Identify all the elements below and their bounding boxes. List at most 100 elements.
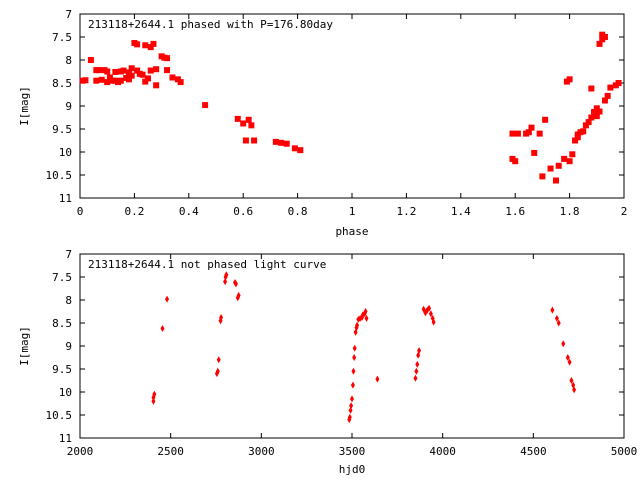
phased-data-point <box>572 137 579 144</box>
unphased-x-tick-label: 3500 <box>339 445 366 458</box>
unphased-y-tick-label: 7 <box>65 248 72 261</box>
unphased-data-point <box>350 381 355 389</box>
unphased-y-tick-label: 7.5 <box>52 271 72 284</box>
phased-data-point <box>566 76 573 83</box>
phased-data-point <box>591 109 598 116</box>
unphased-data-point <box>348 406 353 414</box>
phased-data-point <box>153 82 160 89</box>
phased-data-point <box>134 67 141 74</box>
phased-data-point <box>596 108 603 115</box>
phased-x-tick-label: 0.2 <box>124 205 144 218</box>
unphased-data-point <box>364 314 369 322</box>
phased-x-tick-label: 0.4 <box>179 205 199 218</box>
phased-data-point <box>164 67 171 74</box>
unphased-data-point <box>561 340 566 348</box>
phased-data-point <box>569 151 576 158</box>
unphased-data-point <box>352 344 357 352</box>
unphased-data-point <box>347 413 352 421</box>
phased-y-tick-label: 9 <box>65 100 72 113</box>
unphased-data-point <box>152 390 157 398</box>
unphased-data-point <box>219 313 224 321</box>
phased-x-axis-label: phase <box>335 225 368 238</box>
phased-data-point <box>104 68 111 75</box>
phased-data-point <box>153 66 160 73</box>
unphased-data-point <box>556 319 561 327</box>
phased-data-point <box>566 158 573 165</box>
phased-data-point <box>593 113 600 120</box>
unphased-light-curve-panel: 213118+2644.1 not phased light curve hjd… <box>18 248 637 476</box>
phased-data-point <box>601 34 608 40</box>
phased-data-point <box>128 72 135 79</box>
phased-y-tick-label: 8 <box>65 54 72 67</box>
phased-data-point <box>251 137 258 144</box>
phased-data-point <box>509 130 516 137</box>
unphased-data-point <box>375 375 380 383</box>
unphased-y-ticks: 7 7.5 8 8.5 9 9.5 10 10.5 11 <box>46 248 624 445</box>
unphased-data-point <box>567 358 572 366</box>
phased-data-point <box>278 139 285 146</box>
phased-data-point <box>125 76 132 83</box>
phased-y-tick-label: 8.5 <box>52 77 72 90</box>
phased-x-tick-label: 2 <box>621 205 628 218</box>
phased-data-point <box>128 65 135 72</box>
phased-data-point <box>134 41 141 48</box>
phased-data-point <box>169 74 176 81</box>
phased-data-point <box>177 79 184 86</box>
phased-data-point <box>607 84 614 91</box>
phased-x-tick-label: 1.6 <box>505 205 525 218</box>
phased-data-point <box>601 97 608 104</box>
phased-data-point <box>145 75 151 82</box>
unphased-y-tick-label: 11 <box>59 432 72 445</box>
unphased-data-point <box>569 377 574 384</box>
unphased-chart-title: 213118+2644.1 not phased light curve <box>88 258 326 271</box>
unphased-data-point <box>427 304 432 312</box>
phased-data-point <box>142 42 149 49</box>
phased-data-point <box>202 102 209 109</box>
phased-data-point <box>117 77 124 84</box>
unphased-data-point <box>363 308 368 315</box>
phased-y-tick-label: 9.5 <box>52 123 72 136</box>
phased-data-point <box>164 55 171 62</box>
unphased-data-point <box>216 356 221 364</box>
phased-data-point <box>112 68 119 75</box>
phased-data-point <box>142 78 149 85</box>
phased-data-points <box>79 31 622 184</box>
phased-x-ticks: 0 0.2 0.4 0.6 0.8 1 1.2 1.4 1.6 1.8 2 <box>77 14 628 218</box>
phased-x-tick-label: 0.6 <box>233 205 253 218</box>
phased-data-point <box>82 77 89 84</box>
phased-y-tick-label: 7.5 <box>52 31 72 44</box>
phased-y-ticks: 7 7.5 8 8.5 9 9.5 10 10.5 11 <box>46 8 624 205</box>
phased-data-point <box>525 129 532 136</box>
phased-data-point <box>125 69 132 76</box>
phased-data-point <box>593 105 600 112</box>
phased-data-point <box>234 115 241 122</box>
phased-data-point <box>291 145 298 152</box>
phased-x-tick-label: 1 <box>349 205 356 218</box>
unphased-y-tick-label: 8.5 <box>52 317 72 330</box>
phased-data-point <box>150 40 157 47</box>
phased-data-point <box>588 85 595 92</box>
phased-x-tick-label: 1.8 <box>560 205 580 218</box>
unphased-data-point <box>224 271 229 279</box>
phased-data-point <box>139 71 146 78</box>
unphased-data-point <box>415 360 420 368</box>
phased-y-axis-label: I[mag] <box>18 86 31 126</box>
unphased-x-tick-label: 4500 <box>520 445 547 458</box>
phased-data-point <box>93 77 100 84</box>
phased-data-point <box>547 165 554 172</box>
phased-data-point <box>512 158 519 165</box>
phased-x-tick-label: 1.4 <box>451 205 471 218</box>
unphased-data-point <box>160 325 165 333</box>
phased-y-tick-label: 10 <box>59 146 72 159</box>
unphased-data-point <box>352 354 357 361</box>
phased-y-tick-label: 10.5 <box>46 169 73 182</box>
unphased-data-point <box>554 314 559 322</box>
phased-data-point <box>528 124 535 131</box>
phased-data-point <box>604 92 611 99</box>
phased-data-point <box>553 177 559 184</box>
phased-data-point <box>245 116 252 123</box>
unphased-y-tick-label: 9.5 <box>52 363 72 376</box>
unphased-data-point <box>351 367 356 375</box>
